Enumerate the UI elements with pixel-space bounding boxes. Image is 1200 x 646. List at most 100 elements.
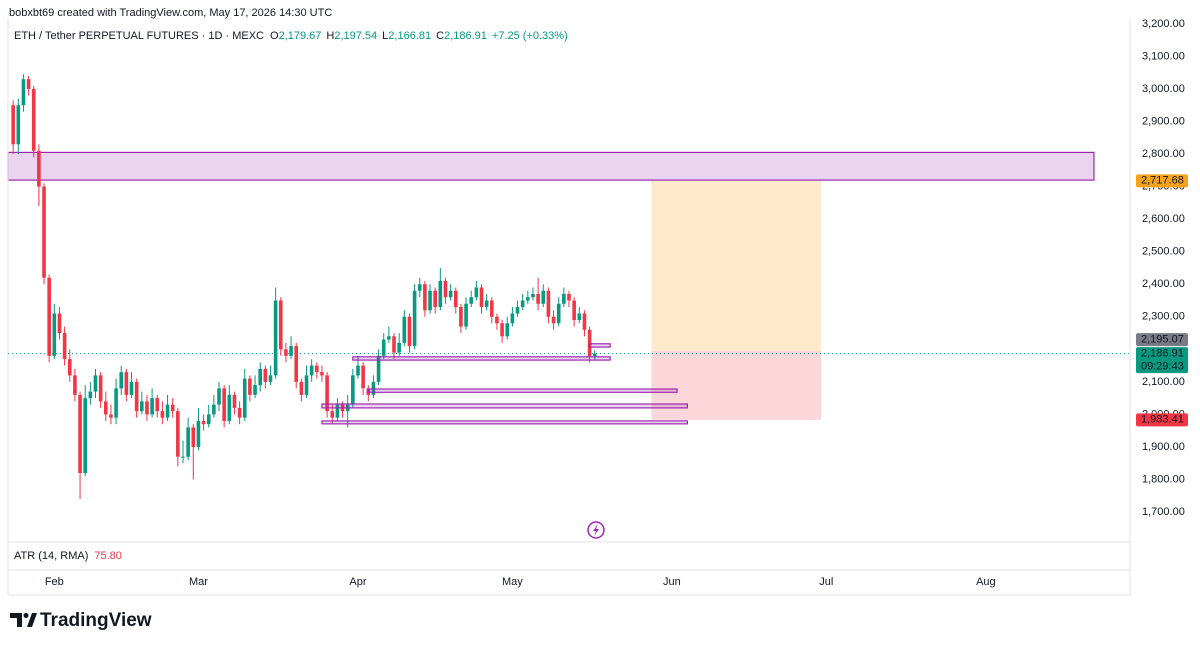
candle-body xyxy=(83,398,88,474)
candle-body xyxy=(356,365,360,376)
y-tick-label: 2,600.00 xyxy=(1142,213,1185,225)
x-tick-label: Mar xyxy=(189,576,208,588)
candle-body xyxy=(387,336,391,340)
zone xyxy=(588,343,611,348)
candle-body xyxy=(407,316,412,347)
ohlc-value: 2,166.81 xyxy=(388,30,431,42)
candle-body xyxy=(315,365,319,373)
ohlc-key: L xyxy=(382,30,388,42)
candle-body xyxy=(397,342,401,353)
y-tick-label: 2,400.00 xyxy=(1142,278,1185,290)
candle-body xyxy=(67,359,72,376)
candle-body xyxy=(62,333,67,360)
candle-body xyxy=(176,411,180,457)
candle-body xyxy=(556,303,561,324)
candle-body xyxy=(469,297,474,304)
candle-body xyxy=(47,277,51,356)
candle-body xyxy=(26,79,31,89)
brand-name: TradingView xyxy=(40,610,152,631)
zone xyxy=(321,403,688,409)
candle-body xyxy=(510,313,515,324)
candle-body xyxy=(433,290,437,308)
x-tick-label: Jul xyxy=(819,576,833,588)
candle-body xyxy=(93,375,98,392)
ohlc-value: 2,179.67 xyxy=(279,30,322,42)
candle-body xyxy=(309,365,314,376)
y-tick-label: 2,100.00 xyxy=(1142,376,1185,388)
price-badge-label: 2,717.68 xyxy=(1141,175,1184,187)
candle-body xyxy=(206,414,211,425)
candle-body xyxy=(500,323,504,337)
candle-body xyxy=(181,456,185,458)
price-badge xyxy=(1136,174,1188,188)
candle-body xyxy=(541,290,546,304)
zone xyxy=(321,420,688,425)
x-tick-label: Feb xyxy=(45,576,64,588)
candle-body xyxy=(546,290,551,317)
brand-logo xyxy=(10,613,37,627)
candle-body xyxy=(294,346,299,382)
symbol-legend: ETH / Tether PERPETUAL FUTURES · 1D · ME… xyxy=(14,30,568,42)
candle-body xyxy=(165,404,170,418)
change-value: +7.25 (+0.33%) xyxy=(492,30,568,42)
ohlc-value: 2,186.91 xyxy=(444,30,487,42)
ohlc-key: H xyxy=(326,30,334,42)
price-badge-countdown: 09:29:43 xyxy=(1141,360,1184,372)
y-tick-label: 1,700.00 xyxy=(1142,506,1185,518)
candle-body xyxy=(515,307,520,314)
candle-body xyxy=(531,293,535,298)
candle-body xyxy=(16,105,21,145)
candle-body xyxy=(263,368,268,382)
candle-body xyxy=(227,394,232,421)
candle-body xyxy=(304,375,309,395)
indicator-legend: ATR (14, RMA) 75.80 xyxy=(14,550,122,562)
candle-body xyxy=(88,391,93,399)
author-line: bobxbt69 created with TradingView.com, M… xyxy=(9,7,332,19)
lightning-icon xyxy=(587,521,605,539)
price-badge xyxy=(1136,333,1188,347)
candle-body xyxy=(119,372,124,389)
candle-body xyxy=(417,284,422,291)
candle-body xyxy=(402,316,407,343)
candle-body xyxy=(253,385,257,395)
candle-body xyxy=(57,313,62,334)
candle-body xyxy=(268,375,273,382)
y-tick-label: 2,800.00 xyxy=(1142,148,1185,160)
candle-body xyxy=(196,420,201,447)
candle-body xyxy=(495,316,499,324)
candle-body xyxy=(464,303,468,327)
candle-body xyxy=(551,316,556,324)
position-loss xyxy=(651,350,822,420)
x-tick-label: Apr xyxy=(349,576,366,588)
candle-body xyxy=(278,300,283,350)
candle-body xyxy=(484,300,489,308)
indicator-name: ATR (14, RMA) xyxy=(14,550,88,562)
candle-body xyxy=(335,404,340,418)
price-badge-label: 2,195.07 xyxy=(1141,333,1184,345)
y-tick-label: 2,900.00 xyxy=(1142,115,1185,127)
candle-body xyxy=(567,293,571,301)
candle-body xyxy=(479,287,484,308)
candle-body xyxy=(284,349,288,356)
x-tick-label: Jun xyxy=(663,576,681,588)
candle-body xyxy=(73,375,77,395)
position-profit xyxy=(651,180,822,351)
price-badge xyxy=(1136,413,1188,427)
y-tick-label: 2,500.00 xyxy=(1142,246,1185,258)
symbol-title: ETH / Tether PERPETUAL FUTURES · 1D · ME… xyxy=(14,30,264,42)
candle-body xyxy=(248,378,252,395)
candle-body xyxy=(109,414,113,418)
candle-body xyxy=(217,388,221,405)
candle-body xyxy=(453,290,458,308)
candle-body xyxy=(474,287,479,298)
y-tick-label: 3,000.00 xyxy=(1142,83,1185,95)
candle-body xyxy=(78,394,82,474)
candle-body xyxy=(170,404,175,412)
candle-body xyxy=(361,365,365,389)
candle-body xyxy=(412,290,417,347)
candle-body xyxy=(443,280,448,298)
candle-body xyxy=(562,293,566,304)
candle-body xyxy=(448,290,453,298)
y-tick-label: 3,200.00 xyxy=(1142,18,1185,30)
